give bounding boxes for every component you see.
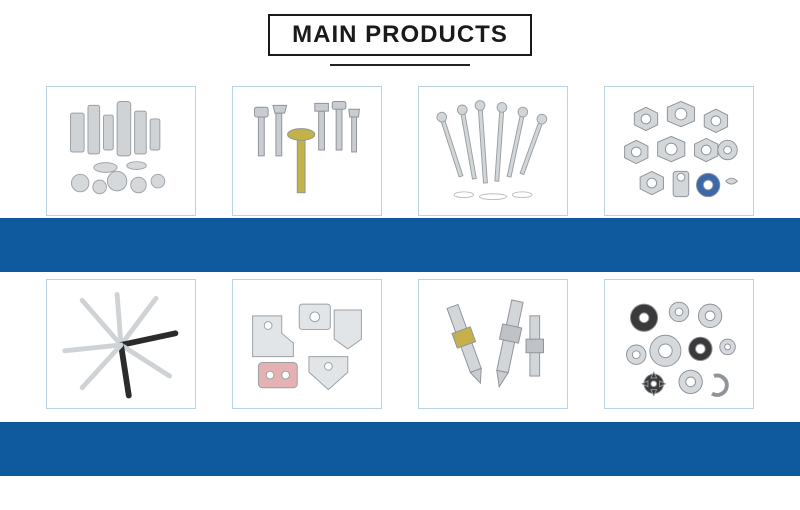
stamping-icon	[239, 286, 375, 402]
product-card-nut[interactable]: Nut	[604, 86, 754, 247]
product-row: CNC Machine Parts	[0, 86, 800, 279]
product-label: Washer	[656, 425, 702, 440]
page-title: MAIN PRODUCTS	[268, 14, 532, 56]
product-card-rod[interactable]: Threaded and Rod Stud	[46, 279, 196, 440]
product-thumb	[418, 279, 568, 409]
title-underline	[330, 64, 470, 66]
product-label: Threaded and Rod Stud	[48, 425, 195, 440]
product-label: Stamping Parts	[259, 425, 354, 440]
product-thumb	[46, 86, 196, 216]
product-card-stamping[interactable]: Stamping Parts	[232, 279, 382, 440]
cnc-icon	[53, 93, 189, 209]
product-grid: CNC Machine Parts	[0, 86, 800, 472]
product-label: Nut	[668, 232, 690, 247]
rod-icon	[53, 286, 189, 402]
product-thumb	[418, 86, 568, 216]
nut-icon	[611, 93, 747, 209]
bolt-icon	[239, 93, 375, 209]
product-card-anchor[interactable]: Anchor	[418, 279, 568, 440]
product-card-screw[interactable]: Screw	[418, 86, 568, 247]
product-label: CNC Machine Parts	[61, 232, 181, 247]
product-card-washer[interactable]: Washer	[604, 279, 754, 440]
product-thumb	[46, 279, 196, 409]
washer-icon	[611, 286, 747, 402]
product-label: Anchor	[470, 425, 516, 440]
anchor-icon	[425, 286, 561, 402]
product-thumb	[604, 86, 754, 216]
product-label: Screw	[474, 232, 512, 247]
product-card-bolt[interactable]: Bolt	[232, 86, 382, 247]
product-thumb	[232, 86, 382, 216]
product-thumb	[604, 279, 754, 409]
product-thumb	[232, 279, 382, 409]
screw-icon	[425, 93, 561, 209]
product-label: Bolt	[294, 232, 319, 247]
product-card-cnc[interactable]: CNC Machine Parts	[46, 86, 196, 247]
product-row: Threaded and Rod Stud	[0, 279, 800, 472]
